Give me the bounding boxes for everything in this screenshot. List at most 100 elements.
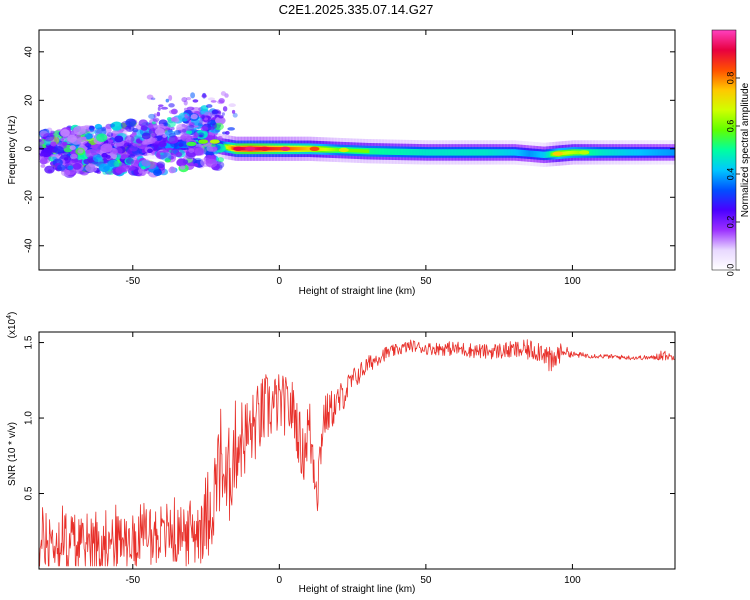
heatmap-blob (156, 161, 166, 169)
heatmap-cell (421, 149, 424, 156)
spectrogram-x-axis-label: Height of straight line (km) (299, 286, 416, 297)
heatmap-cell (519, 149, 522, 157)
heatmap-cell (428, 149, 431, 156)
snr-series-area (39, 339, 675, 567)
heatmap-cell (642, 149, 645, 156)
heatmap-blob (168, 132, 177, 138)
heatmap-cell (529, 150, 532, 157)
heatmap-blob (67, 134, 77, 143)
heatmap-blob (98, 163, 110, 173)
heatmap-cell (562, 151, 565, 155)
heatmap-cell (455, 149, 458, 156)
heatmap-blob (157, 106, 161, 111)
heatmap-cell (487, 149, 490, 156)
heatmap-cell (474, 149, 477, 156)
heatmap-cell (638, 149, 641, 156)
y-tick-label: -40 (24, 238, 35, 253)
spectrogram-y-axis-label: Frequency (Hz) (7, 116, 18, 185)
heatmap-cell (550, 152, 553, 156)
heatmap-cell (546, 151, 549, 158)
heatmap-blob (194, 146, 207, 156)
heatmap-cell (323, 147, 326, 152)
heatmap-cell (616, 149, 619, 156)
snr-multiplier-base: (x10 (7, 318, 18, 338)
heatmap-cell (456, 149, 459, 156)
snr-series-line (39, 339, 675, 567)
heatmap-hotspot (579, 150, 590, 155)
heatmap-cell (588, 149, 591, 156)
heatmap-blob (110, 121, 123, 131)
y-tick-label: 40 (24, 46, 35, 58)
heatmap-blob (158, 104, 164, 107)
heatmap-blob (158, 141, 167, 148)
heatmap-blob (113, 160, 123, 168)
heatmap-cell (650, 149, 653, 156)
heatmap-blob (209, 146, 218, 153)
heatmap-cell (430, 149, 433, 156)
heatmap-blob (181, 128, 187, 133)
heatmap-blob (40, 156, 51, 164)
snr-panel: -50 0 50 100 0.5 1.0 1.5 Height of straight li… (6, 312, 676, 595)
heatmap-blob (218, 98, 225, 104)
x-tick-label: -50 (126, 276, 141, 287)
figure-title: C2E1.2025.335.07.14.G27 (279, 2, 434, 17)
heatmap-cell (509, 149, 512, 156)
heatmap-cell (362, 149, 365, 153)
heatmap-cell (592, 149, 596, 156)
heatmap-cell (666, 149, 669, 156)
heatmap-cell (327, 147, 330, 152)
heatmap-cell (452, 149, 455, 156)
heatmap-cell (373, 148, 376, 155)
heatmap-blob (176, 158, 188, 167)
heatmap-hotspot (233, 146, 244, 151)
heatmap-cell (610, 149, 613, 156)
heatmap-blob (170, 108, 178, 115)
heatmap-blob (214, 122, 224, 131)
heatmap-blob (168, 94, 173, 101)
heatmap-cell (478, 149, 481, 156)
heatmap-cell (481, 149, 484, 156)
heatmap-cell (431, 149, 434, 156)
heatmap-cell (658, 149, 661, 156)
heatmap-blob (137, 168, 145, 174)
heatmap-cell (330, 148, 333, 152)
heatmap-cell (402, 148, 405, 156)
heatmap-cell (396, 148, 399, 155)
heatmap-blob (96, 133, 108, 142)
heatmap-blob (211, 143, 216, 148)
heatmap-blob (84, 143, 89, 147)
heatmap-cell (444, 149, 447, 156)
heatmap-cell (506, 149, 509, 156)
heatmap-hotspot (245, 146, 256, 151)
heatmap-cell (392, 148, 395, 155)
heatmap-cell (450, 149, 453, 156)
heatmap-blob (175, 151, 183, 158)
heatmap-cell (565, 151, 568, 155)
heatmap-blob (207, 97, 215, 101)
heatmap-cell (622, 149, 625, 156)
heatmap-cell (291, 147, 294, 151)
colorbar-tick-label: 0.0 (725, 264, 735, 277)
heatmap-blob (50, 130, 55, 135)
heatmap-blob (60, 129, 70, 137)
heatmap-cell (254, 147, 257, 151)
heatmap-blob (160, 106, 169, 110)
heatmap-blob (107, 169, 115, 175)
heatmap-blob (218, 115, 224, 119)
heatmap-blob (148, 124, 154, 129)
heatmap-cell (497, 149, 500, 156)
heatmap-blob (225, 130, 230, 135)
heatmap-cell (655, 149, 659, 156)
heatmap-blob (67, 165, 74, 171)
heatmap-blob (206, 104, 213, 108)
heatmap-blob (39, 138, 42, 142)
y-tick-label: 0 (24, 146, 35, 152)
colorbar-tick-label: 0.6 (725, 120, 735, 133)
heatmap-cell (274, 147, 278, 151)
colorbar-ticks: 0.0 0.2 0.4 0.6 0.8 (725, 72, 740, 277)
heatmap-cell (228, 145, 231, 150)
heatmap-cell (645, 149, 648, 156)
heatmap-cell (324, 147, 327, 152)
snr-y-axis-label: SNR (10 * v/v) (7, 422, 18, 486)
heatmap-blob (217, 157, 225, 163)
